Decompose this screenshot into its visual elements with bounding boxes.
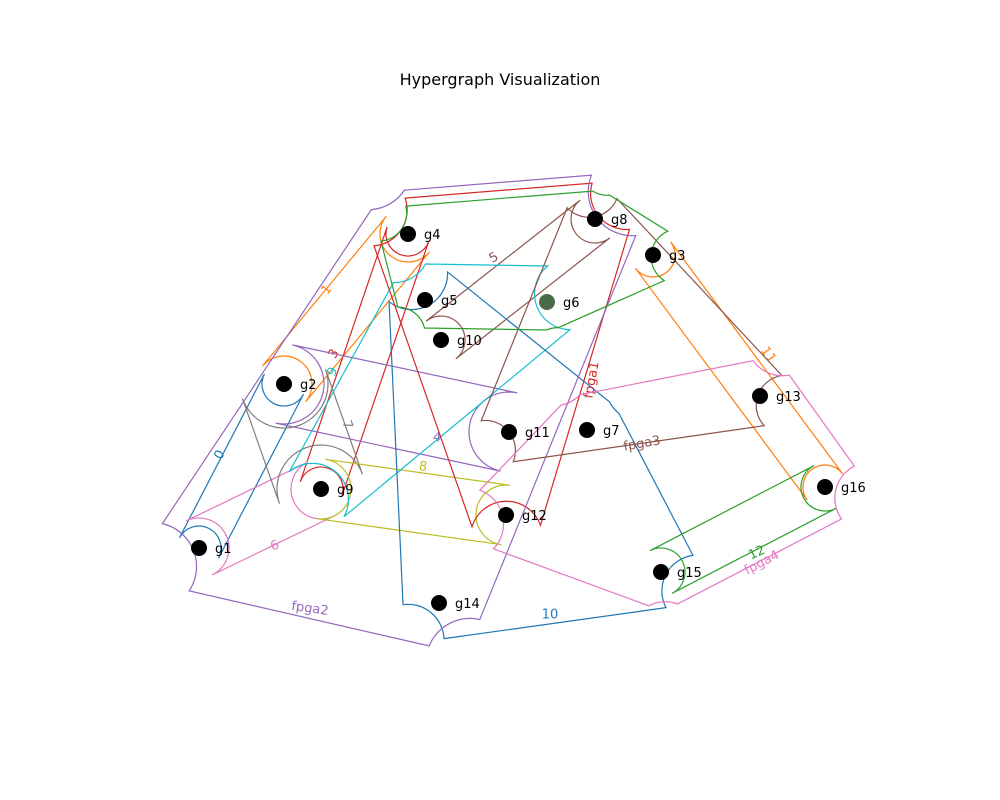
node-label: g4 [424,228,441,243]
hyperedge-label: 8 [418,459,428,475]
node-g8[interactable] [587,211,603,227]
node-g10[interactable] [433,332,449,348]
hyperedge-label: fpga3 [622,433,661,454]
node-g5[interactable] [417,292,433,308]
node-label: g16 [841,481,866,496]
node-label: g9 [337,483,354,498]
hyperedge-10 [388,270,694,640]
node-label: g10 [457,334,482,349]
hyperedge-fpga4 [478,360,856,607]
node-g12[interactable] [498,507,514,523]
node-g14[interactable] [431,595,447,611]
node-label: g12 [522,509,547,524]
node-label: g8 [611,213,628,228]
node-label: g13 [776,390,801,405]
node-label: g5 [441,294,458,309]
hyperedge-label: fpga1 [581,360,602,399]
hyperedge-5 [425,199,611,360]
node-g9[interactable] [313,481,329,497]
node-g13[interactable] [752,388,768,404]
node-g4[interactable] [400,226,416,242]
hyperedge-3 [299,226,430,497]
node-g16[interactable] [817,479,833,495]
node-label: g15 [677,566,702,581]
node-g11[interactable] [501,424,517,440]
node-label: g6 [563,296,580,311]
node-g3[interactable] [645,247,661,263]
node-label: g3 [669,249,686,264]
node-g7[interactable] [579,422,595,438]
node-g15[interactable] [653,564,669,580]
node-label: g11 [525,426,550,441]
hyperedge-9 [288,263,572,518]
hyperedge-label: 6 [269,538,282,555]
hyperedge-fpga2 [161,174,637,647]
hyperedge-7 [241,369,364,504]
hyperedge-unlabeled-16 [380,190,670,331]
hyperedge-label: fpga2 [290,599,329,619]
node-label: g7 [603,424,620,439]
hyperedge-label: 4 [432,430,442,446]
hyperedge-label: 12 [746,543,767,563]
node-g1[interactable] [191,540,207,556]
node-g2[interactable] [276,376,292,392]
node-label: g2 [300,378,317,393]
node-label: g1 [215,542,232,557]
hyperedge-label: 10 [542,608,559,623]
nodes-layer: g1 g2 g3 g4 g5 g6 g7 g8 g9 g10 g11 g12 g13 g14 g15 g16 [191,211,866,612]
hyperedge-11 [634,241,844,501]
hyperedge-8 [316,458,511,546]
node-label: g14 [455,597,480,612]
node-g6[interactable] [539,294,555,310]
hyperedge-0 [178,373,305,559]
chart-title: Hypergraph Visualization [399,70,601,89]
hyperedge-label: 0 [211,448,228,462]
